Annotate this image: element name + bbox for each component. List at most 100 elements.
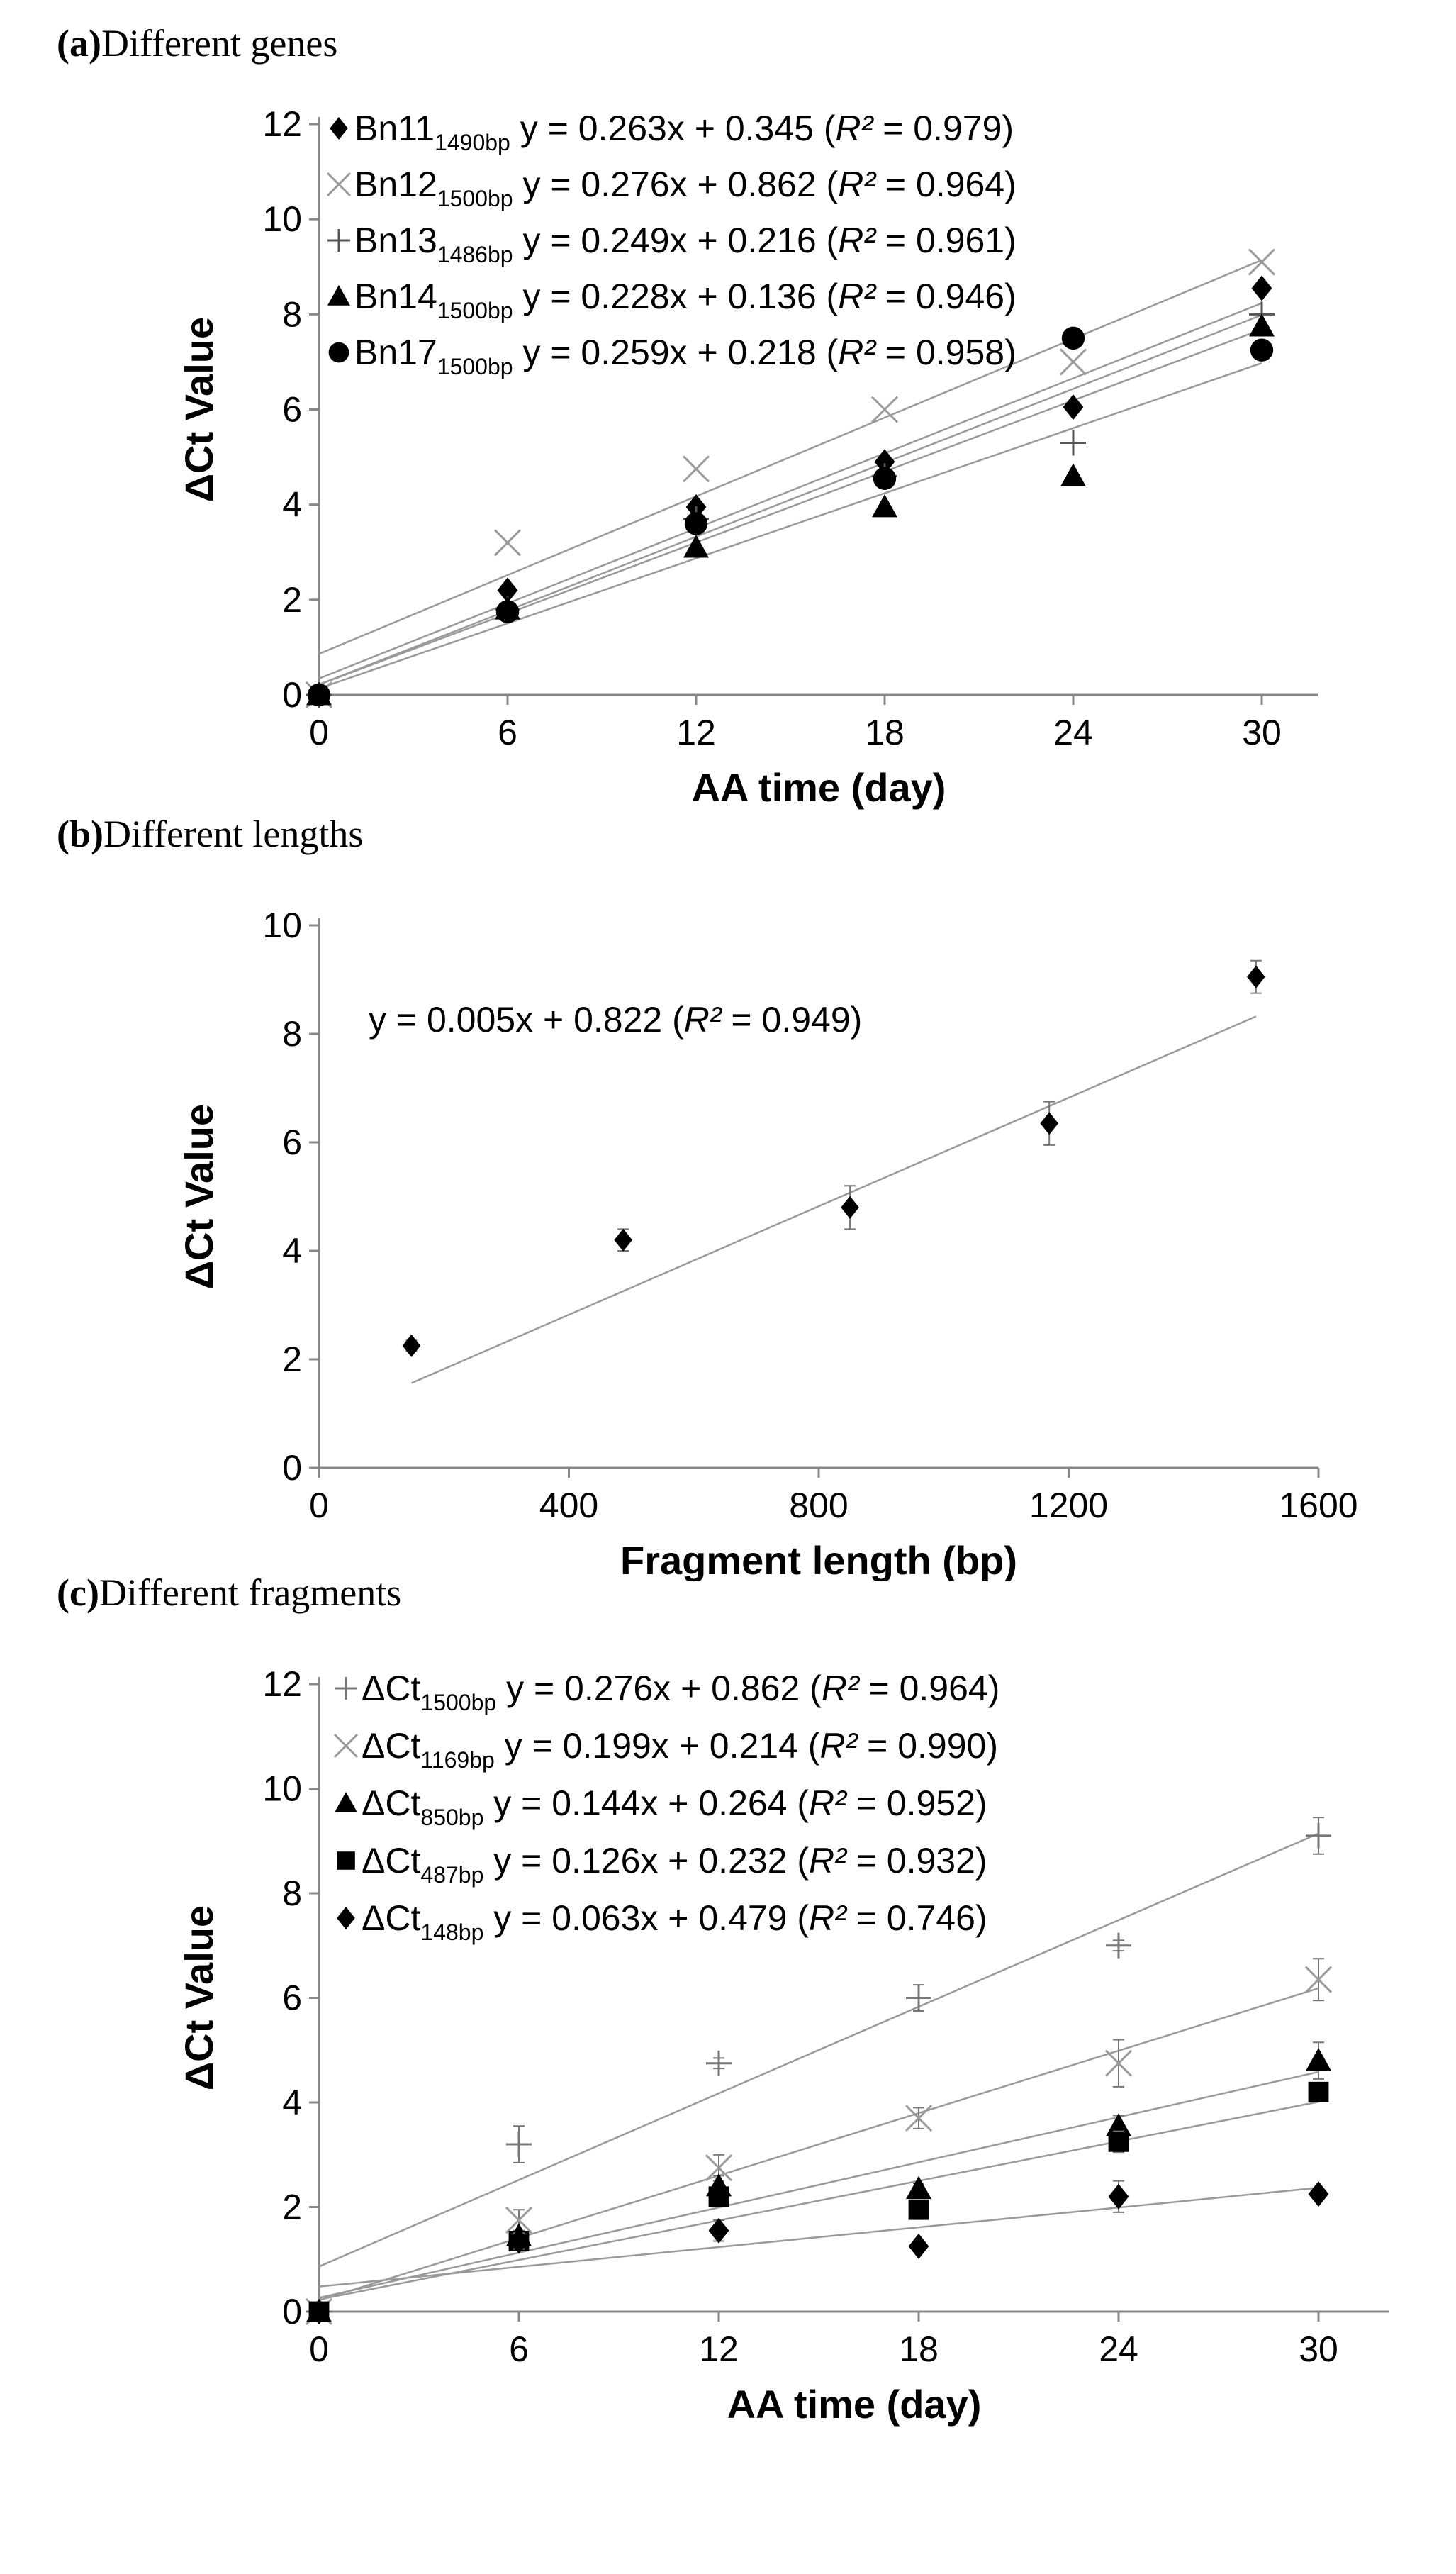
legend-r2: R² [836,108,875,148]
legend-equation: y = 0.263x + 0.345 ( [510,108,836,148]
legend-r2-value: = 0.961) [875,221,1017,260]
legend-r2: R² [838,333,877,372]
data-point-1500bp [1248,248,1276,276]
y-axis-label: ΔCt Value [177,1104,221,1289]
data-point-1500bp [493,529,522,557]
y-tick-label: 0 [282,2292,302,2331]
x-tick-label: 12 [699,2329,739,2369]
data-point-point [614,1228,632,1252]
trendline-487bp [318,2100,1319,2301]
trendline-1500bp [318,313,1262,686]
legend-name: Bn13 [354,221,437,260]
legend-name: ΔCt [362,1898,421,1938]
legend-name: ΔCt [362,1726,421,1766]
data-point-1169bp [1304,1966,1333,1993]
legend-sub: 1500bp [420,1690,496,1715]
data-point-1490bp [1251,275,1272,301]
data-point-1500bp [1250,338,1274,362]
x-tick-label: 0 [309,713,329,752]
x-tick-label: 800 [789,1486,848,1525]
y-tick-label: 6 [282,1978,302,2018]
equation-text: y = 0.005x + 0.822 ( [369,1000,684,1040]
legend-sub: 1169bp [420,1747,494,1773]
x-tick-label: 18 [899,2329,939,2369]
x-tick-label: 6 [498,713,517,752]
legend-r2-value: = 0.958) [875,333,1017,372]
data-point-1500bp [495,600,520,623]
legend-marker-1490bp [330,117,348,140]
trendline-1500bp [318,259,1262,655]
legend-equation: y = 0.063x + 0.479 ( [483,1898,809,1938]
legend-sub: 1490bp [435,130,510,155]
legend-marker-1500bp [335,1677,357,1700]
panel-a-title: (a)Different genes [57,21,337,65]
y-tick-label: 2 [282,1339,302,1379]
y-tick-label: 2 [282,580,302,620]
legend-equation: y = 0.199x + 0.214 ( [495,1726,820,1766]
equation-r2: R² [684,1000,723,1040]
legend-sub: 148bp [420,1920,483,1945]
x-axis-label: AA time (day) [727,2382,982,2427]
x-tick-label: 12 [676,713,716,752]
data-point-point [1040,1112,1058,1135]
legend-r2: R² [838,165,877,204]
legend-name: Bn12 [354,165,437,204]
legend-r2-value: = 0.990) [857,1726,998,1766]
legend-sub: 850bp [420,1805,483,1830]
x-tick-label: 30 [1242,713,1282,752]
data-point-1500bp [1059,348,1087,376]
legend-sub: 487bp [420,1862,483,1888]
legend-entry: ΔCt1169bp y = 0.199x + 0.214 (R² = 0.990… [362,1726,998,1773]
equation-r2-value: = 0.949) [722,1000,863,1040]
data-point-1500bp [682,455,710,483]
data-point-1500bp [1306,1822,1331,1849]
data-point-1500bp [1249,313,1275,337]
legend-marker-1500bp [327,285,350,306]
data-point-1500bp [870,396,899,423]
chart-different-lengths: 0 2 4 6 8 10 0 400 800 1200 1600 Fragment length (b… [177,906,1358,1581]
data-point-point [1247,965,1265,988]
data-point-1500bp [684,512,708,535]
legend-entry: Bn171500bp y = 0.259x + 0.218 (R² = 0.95… [354,333,1017,379]
y-tick-label: 2 [282,2188,302,2227]
legend-equation: y = 0.249x + 0.216 ( [513,221,839,260]
x-tick-label: 24 [1099,2329,1138,2369]
y-axis-label: ΔCt Value [177,317,221,502]
legend-marker-1169bp [333,1733,359,1759]
x-tick-label: 1200 [1029,1486,1108,1525]
data-point-850bp [1306,2048,1331,2071]
trendline-1169bp [318,1987,1319,2302]
x-tick-label: 400 [539,1486,598,1525]
data-point-487bp [708,2186,729,2207]
y-tick-label: 0 [282,675,302,715]
y-tick-label: 12 [262,1664,302,1704]
data-point-1500bp [1061,326,1085,350]
data-point-1169bp [905,2105,933,2132]
legend-equation: y = 0.228x + 0.136 ( [513,277,839,316]
legend-r2-value: = 0.932) [846,1841,987,1881]
data-point-1500bp [706,2050,732,2076]
data-point-148bp [708,2217,729,2244]
data-point-1500bp [1106,1932,1131,1959]
x-tick-label: 0 [309,2329,329,2369]
panel-a-label: (a) [57,22,101,65]
legend-marker-1500bp [328,342,349,363]
y-tick-label: 10 [262,1769,302,1809]
trendline-850bp [318,2071,1319,2299]
legend-r2: R² [809,1841,848,1881]
x-tick-label: 1600 [1279,1486,1357,1525]
data-point-1500bp [506,2132,532,2157]
legend-r2-value: = 0.746) [846,1898,987,1938]
legend-equation: y = 0.276x + 0.862 ( [513,165,839,204]
legend-r2-value: = 0.979) [873,108,1014,148]
data-point-1500bp [683,535,709,558]
legend-r2-value: = 0.952) [846,1783,987,1823]
y-tick-label: 4 [282,1231,302,1271]
panel-b-title-text: Different lengths [103,813,364,855]
legend-r2: R² [822,1668,861,1708]
trendline-1500bp [318,1832,1319,2268]
data-point-850bp [906,2175,931,2200]
legend-r2-value: = 0.964) [859,1668,1000,1708]
